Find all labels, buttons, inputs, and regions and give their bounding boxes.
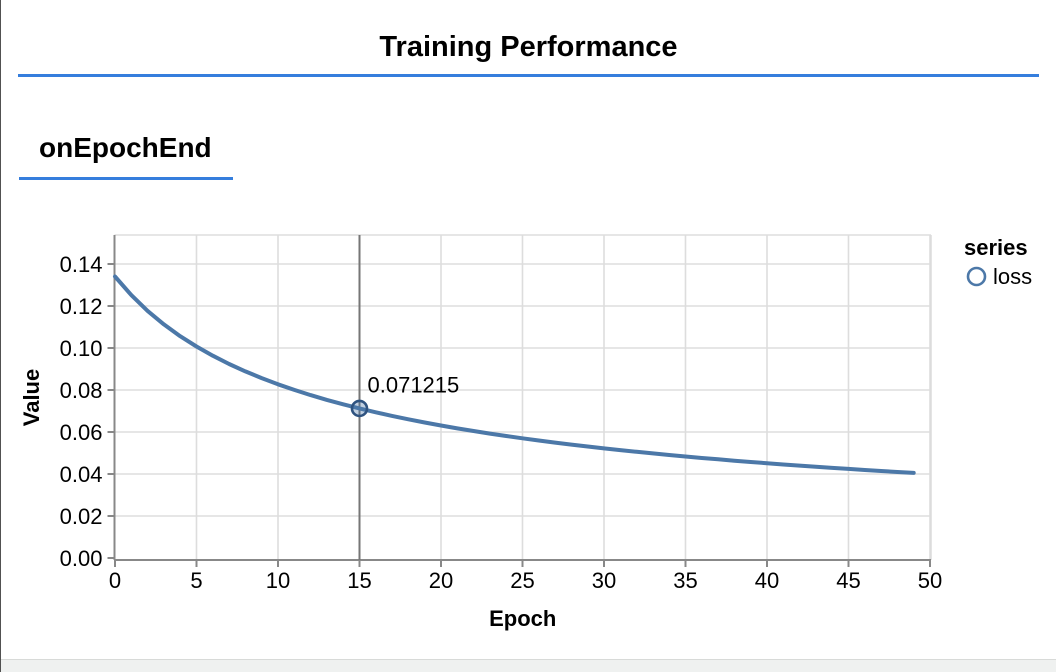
x-tick-label: 40: [755, 568, 779, 593]
x-tick-label: 5: [190, 568, 202, 593]
x-tick-label: 15: [347, 568, 371, 593]
x-tick-label: 20: [429, 568, 453, 593]
y-tick-label: 0.02: [60, 504, 103, 529]
x-tick-label: 45: [836, 568, 860, 593]
y-tick-label: 0.14: [60, 252, 103, 277]
y-tick-label: 0.04: [60, 462, 103, 487]
y-tick-label: 0.10: [60, 336, 103, 361]
training-chart[interactable]: 0 5 10 15 20 25 30 35 40 45 50 0.00 0.02 0.04 0.06 0.08…: [1, 222, 1056, 658]
y-tick-label: 0.08: [60, 378, 103, 403]
section-header: onEpochEnd: [19, 132, 233, 180]
tooltip-value-label: 0.071215: [368, 372, 460, 397]
x-tick-label: 50: [918, 568, 942, 593]
legend-symbol[interactable]: [966, 266, 987, 287]
page-title: Training Performance: [379, 31, 678, 63]
x-tick-label: 25: [510, 568, 534, 593]
section-title: onEpochEnd: [39, 132, 212, 163]
loss-line[interactable]: [113, 274, 916, 475]
legend-title: series: [964, 235, 1028, 260]
y-tick-label: 0.06: [60, 420, 103, 445]
x-tick-label: 35: [673, 568, 697, 593]
x-tick-label: 0: [109, 568, 121, 593]
bottom-scroll-area: [1, 659, 1056, 672]
y-tick-label: 0.12: [60, 294, 103, 319]
y-axis-title: Value: [19, 369, 44, 426]
x-tick-label: 30: [592, 568, 616, 593]
x-axis-title: Epoch: [489, 606, 556, 631]
title-divider: [18, 74, 1039, 77]
legend-item-label[interactable]: loss: [993, 264, 1032, 289]
y-tick-label: 0.00: [60, 546, 103, 571]
highlighted-point[interactable]: [350, 399, 369, 418]
x-tick-label: 10: [266, 568, 290, 593]
